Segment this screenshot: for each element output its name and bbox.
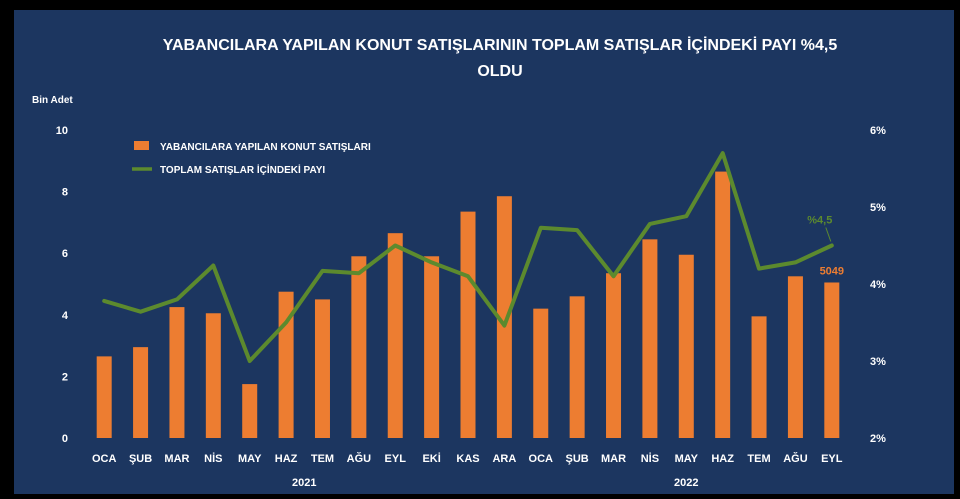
line-point	[211, 264, 215, 268]
bar	[460, 211, 476, 438]
right-axis-tick-label: 4%	[870, 279, 886, 291]
left-axis-ticks: 0 2 4 6 8 10	[56, 125, 69, 445]
bar	[496, 196, 512, 438]
bar	[314, 299, 330, 438]
x-axis-category-label: HAZ	[711, 453, 734, 465]
x-axis-category-label: EYL	[385, 453, 407, 465]
x-axis-category-label: MAY	[238, 453, 262, 465]
bar	[242, 384, 258, 438]
line-point	[612, 274, 616, 278]
line-point	[139, 310, 143, 314]
left-axis-unit-label: Bin Adet	[32, 95, 73, 106]
x-axis-category-label: NİS	[204, 452, 222, 465]
line-point	[102, 299, 106, 303]
line-point	[648, 222, 652, 226]
bar-data-label: 5049	[820, 265, 844, 277]
bar	[751, 316, 767, 438]
right-axis-ticks: 2% 3% 4% 5% 6%	[870, 125, 886, 445]
chart-canvas: YABANCILARA YAPILAN KONUT SATIŞLARININ T…	[32, 36, 886, 489]
left-axis-tick-label: 4	[62, 310, 69, 322]
x-axis-category-label: OCA	[529, 453, 554, 465]
data-annotations: 5049 %4,5	[807, 215, 844, 278]
line-point	[175, 297, 179, 301]
bar	[642, 239, 658, 438]
line-point	[575, 228, 579, 232]
line-point	[320, 269, 324, 273]
line-point	[357, 271, 361, 275]
x-axis-category-label: MAY	[675, 453, 699, 465]
line-point	[430, 260, 434, 264]
left-axis-tick-label: 10	[56, 125, 68, 137]
right-axis-tick-label: 5%	[870, 202, 886, 214]
bar	[96, 356, 112, 438]
bar	[387, 233, 403, 438]
line-point	[757, 267, 761, 271]
bar	[169, 307, 185, 438]
bar	[715, 171, 731, 438]
left-axis-tick-label: 6	[62, 248, 68, 260]
line-point	[248, 359, 252, 363]
x-axis-category-label: ŞUB	[129, 453, 152, 465]
x-axis-year-label: 2022	[674, 477, 698, 489]
x-axis-year-label: 2021	[292, 477, 316, 489]
bar	[569, 296, 585, 438]
line-point	[793, 260, 797, 264]
x-axis-category-label: AĞU	[347, 452, 372, 465]
right-axis-tick-label: 3%	[870, 356, 886, 368]
line-series	[102, 151, 834, 363]
bar	[824, 282, 840, 438]
line-point	[830, 244, 834, 247]
bar	[606, 273, 622, 438]
x-axis-category-label: EKİ	[422, 452, 440, 465]
legend-label-line: TOPLAM SATIŞLAR İÇİNDEKİ PAYI	[160, 163, 325, 176]
left-axis-tick-label: 8	[62, 187, 68, 199]
x-axis-category-labels: OCA ŞUB MAR NİS MAY HAZ TEM AĞU EYL EKİ KAS ARA OCA Ş…	[92, 452, 843, 465]
legend-label-bars: YABANCILARA YAPILAN KONUT SATIŞLARI	[160, 142, 371, 153]
right-axis-tick-label: 6%	[870, 125, 886, 137]
bar	[678, 254, 694, 438]
line-point	[284, 321, 288, 324]
legend-swatch-bars	[134, 141, 149, 150]
x-axis-category-label: HAZ	[275, 453, 298, 465]
right-axis-tick-label: 2%	[870, 433, 886, 445]
x-axis-category-label: TEM	[311, 453, 334, 465]
bar	[351, 256, 367, 438]
chart-frame: YABANCILARA YAPILAN KONUT SATIŞLARININ T…	[14, 10, 954, 494]
x-axis-category-label: NİS	[641, 452, 659, 465]
line-point	[466, 274, 470, 278]
bar	[133, 347, 149, 438]
x-axis-category-label: KAS	[456, 453, 479, 465]
x-axis-category-label: EYL	[821, 453, 843, 465]
x-axis-year-labels: 2021 2022	[292, 477, 698, 489]
x-axis-category-label: TEM	[747, 453, 770, 465]
line-point	[684, 214, 688, 218]
line-data-label: %4,5	[807, 215, 832, 227]
line-point	[502, 324, 506, 328]
line-point	[539, 226, 543, 230]
line-point	[721, 151, 725, 155]
bar-series	[96, 171, 840, 438]
bar	[424, 256, 440, 438]
line-point	[393, 244, 397, 247]
x-axis-category-label: AĞU	[783, 452, 808, 465]
left-axis-tick-label: 2	[62, 371, 68, 383]
legend: YABANCILARA YAPILAN KONUT SATIŞLARI TOPL…	[132, 141, 371, 176]
bar	[205, 313, 221, 438]
chart-title-line-1: YABANCILARA YAPILAN KONUT SATIŞLARININ T…	[163, 36, 838, 54]
x-axis-category-label: ŞUB	[566, 453, 589, 465]
chart-title-line-2: OLDU	[477, 63, 522, 80]
x-axis-category-label: MAR	[601, 453, 626, 465]
x-axis-category-label: MAR	[164, 453, 189, 465]
x-axis-category-label: ARA	[492, 453, 516, 465]
x-axis-category-label: OCA	[92, 453, 117, 465]
bar	[787, 276, 803, 438]
left-axis-tick-label: 0	[62, 433, 68, 445]
line-label-leader	[825, 227, 832, 242]
bar	[533, 308, 549, 438]
